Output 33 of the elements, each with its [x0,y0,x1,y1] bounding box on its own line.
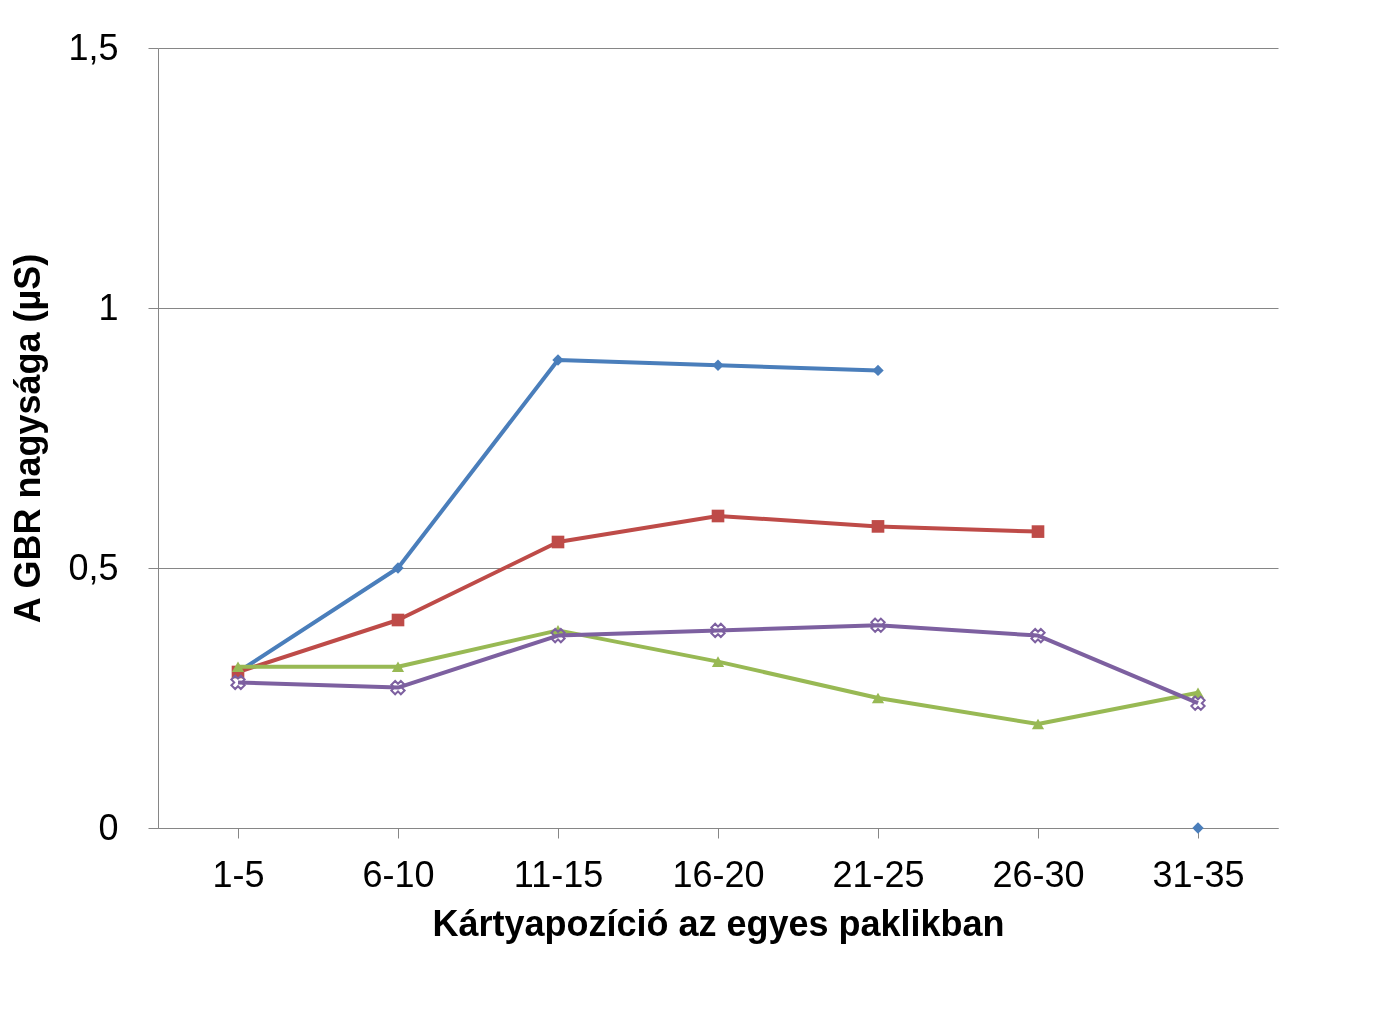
x-axis-title: Kártyapozíció az egyes paklikban [432,902,1005,944]
y-tick-label: 0,5 [68,546,119,588]
x-tick-label: 26-30 [992,853,1085,895]
x-tick-label: 11-15 [513,853,604,895]
x-tick-label: 6-10 [362,853,435,895]
point [1030,627,1046,644]
point [1031,525,1045,538]
y-tick-label: 0 [98,806,119,848]
y-tick-label: 1 [98,286,119,328]
point [711,509,725,523]
y-axis-title: A GBR nagysága (µS) [7,253,49,624]
point [871,520,885,533]
point [390,679,406,696]
point [231,661,245,673]
point [871,692,885,704]
point [392,562,404,574]
point [1190,695,1206,711]
x-tick-label: 1-5 [212,853,265,895]
point [391,661,405,673]
point [551,535,565,549]
point [391,613,405,627]
x-tick-label: 16-20 [672,853,765,895]
point [552,354,564,366]
point [1192,822,1204,834]
point [230,674,246,691]
point [870,617,886,633]
x-tick-label: 31-35 [1152,853,1245,895]
y-tick-label: 1,5 [68,26,119,68]
point [550,627,566,644]
point [1031,718,1045,730]
point [710,622,726,639]
x-tick-label: 21-25 [832,853,925,895]
point [711,656,725,667]
